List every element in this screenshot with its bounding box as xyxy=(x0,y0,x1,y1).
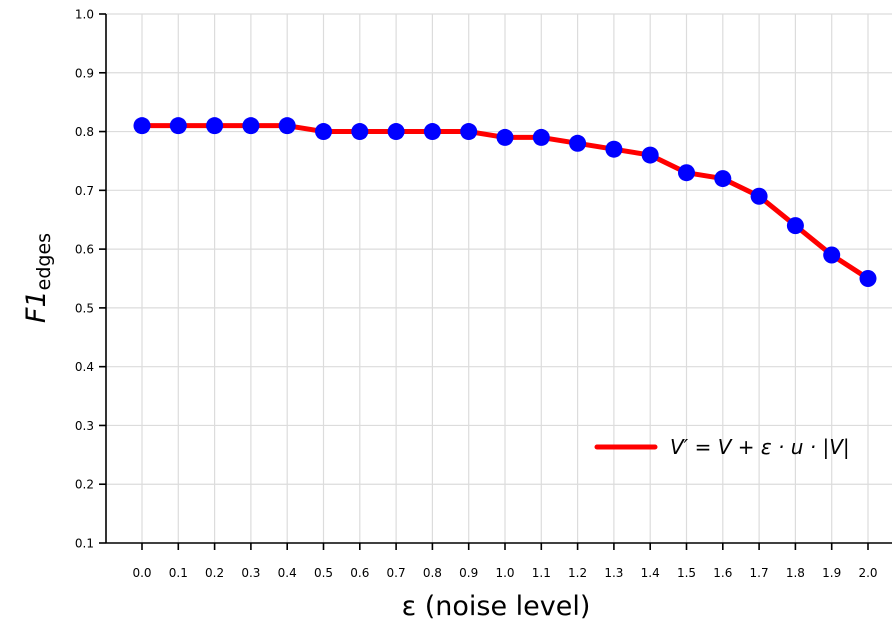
x-tick-label: 1.2 xyxy=(568,566,587,580)
x-tick-label: 0.3 xyxy=(241,566,260,580)
series-layer xyxy=(133,117,877,287)
axes xyxy=(105,14,892,544)
x-tick-label: 1.3 xyxy=(604,566,623,580)
x-tick-label: 1.8 xyxy=(786,566,805,580)
x-tick-label: 0.0 xyxy=(132,566,151,580)
y-tick-label: 0.3 xyxy=(75,419,94,433)
x-axis-title: ε (noise level) xyxy=(402,591,591,622)
x-tick-label: 0.6 xyxy=(350,566,369,580)
y-tick-label: 0.1 xyxy=(75,537,94,551)
y-axis-title: F1edges xyxy=(21,233,55,323)
x-tick-label: 1.6 xyxy=(713,566,732,580)
data-point xyxy=(786,217,804,235)
data-point xyxy=(823,246,841,264)
y-tick-label: 0.6 xyxy=(75,243,94,257)
legend-label: V′ = V + ε · u · |V| xyxy=(670,435,850,459)
data-point xyxy=(133,117,151,135)
y-tick-label: 0.7 xyxy=(75,184,94,198)
x-tick-label: 2.0 xyxy=(858,566,877,580)
y-tick-label: 0.2 xyxy=(75,478,94,492)
data-point xyxy=(315,123,332,141)
data-point xyxy=(351,123,369,141)
data-point xyxy=(242,117,260,135)
y-tick-label: 0.8 xyxy=(75,125,94,139)
data-point xyxy=(169,117,187,135)
x-tick-label: 0.8 xyxy=(423,566,442,580)
data-point xyxy=(678,164,695,182)
x-tick-label: 1.0 xyxy=(495,566,514,580)
grid-lines xyxy=(106,13,892,543)
data-point xyxy=(859,270,877,287)
data-point xyxy=(569,134,587,152)
data-point xyxy=(605,140,623,158)
x-tick-label: 0.2 xyxy=(205,566,224,580)
data-point xyxy=(423,123,441,141)
x-tick-label: 1.1 xyxy=(532,566,551,580)
y-axis-ticks: 0.1 0.2 0.3 0.4 0.5 0.6 0.7 0.8 0.9 1.0 xyxy=(75,8,106,551)
x-tick-label: 1.9 xyxy=(822,566,841,580)
data-point xyxy=(532,128,550,146)
x-axis-ticks: 0.0 0.1 0.2 0.3 0.4 0.5 0.6 0.7 0.8 0.9 1.0 1.1 1.2 1… xyxy=(132,543,878,580)
x-tick-label: 1.7 xyxy=(750,566,769,580)
data-point xyxy=(750,187,768,205)
x-tick-label: 0.1 xyxy=(169,566,188,580)
y-axis-title-main: F1 xyxy=(21,290,52,323)
data-point xyxy=(387,123,405,141)
data-point xyxy=(496,128,514,146)
y-axis-title-sub: edges xyxy=(33,233,55,290)
y-tick-label: 0.9 xyxy=(75,66,94,80)
x-tick-label: 0.9 xyxy=(459,566,478,580)
data-point xyxy=(278,117,296,135)
x-tick-label: 0.7 xyxy=(387,566,406,580)
x-tick-label: 0.5 xyxy=(314,566,333,580)
data-point xyxy=(460,123,478,141)
legend: V′ = V + ε · u · |V| xyxy=(594,435,850,459)
y-tick-label: 0.5 xyxy=(75,301,94,315)
x-tick-label: 1.5 xyxy=(677,566,696,580)
y-tick-label: 1.0 xyxy=(75,8,94,22)
x-tick-label: 1.4 xyxy=(641,566,660,580)
x-tick-label: 0.4 xyxy=(278,566,297,580)
data-point xyxy=(714,170,732,188)
data-point xyxy=(206,117,224,135)
y-tick-label: 0.4 xyxy=(75,360,94,374)
data-point xyxy=(641,146,659,164)
